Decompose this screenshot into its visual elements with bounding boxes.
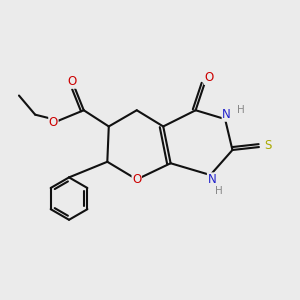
Text: O: O xyxy=(132,173,141,186)
Text: O: O xyxy=(49,116,58,128)
Text: S: S xyxy=(265,139,272,152)
Text: N: N xyxy=(222,108,231,121)
Text: H: H xyxy=(215,186,223,196)
Text: H: H xyxy=(237,105,245,115)
Text: O: O xyxy=(67,75,76,88)
Text: N: N xyxy=(208,173,216,186)
Text: O: O xyxy=(204,71,214,84)
